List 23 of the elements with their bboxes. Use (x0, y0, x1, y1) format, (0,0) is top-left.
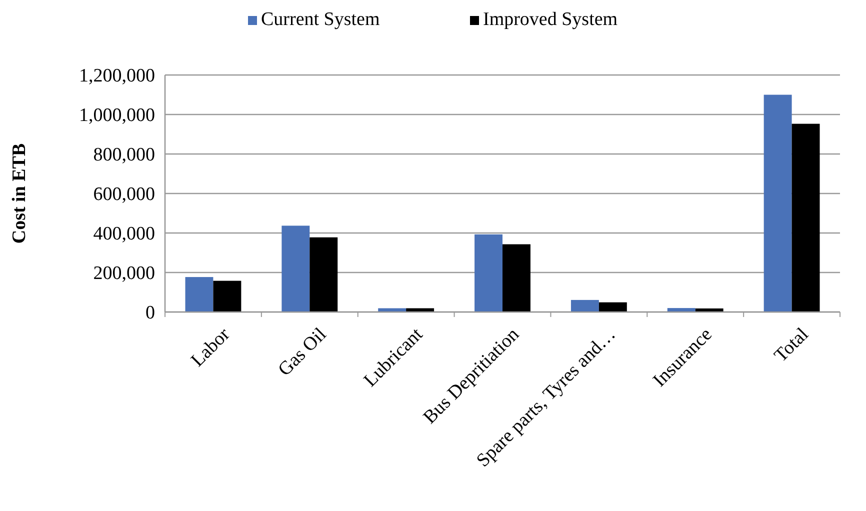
y-tick-label: 1,200,000 (79, 66, 155, 87)
y-tick-label: 1,000,000 (79, 105, 155, 126)
bar (378, 308, 406, 312)
y-axis-title: Cost in ETB (9, 143, 30, 244)
y-tick-label: 400,000 (93, 224, 155, 245)
legend-label: Improved System (483, 9, 618, 30)
y-tick-label: 200,000 (93, 263, 155, 284)
bar (792, 124, 820, 312)
x-tick-label: Gas Oil (274, 324, 331, 380)
y-tick-label: 0 (146, 302, 155, 324)
bar (406, 308, 434, 312)
bar (502, 244, 530, 312)
y-tick-label: 600,000 (93, 184, 155, 206)
bar (310, 237, 338, 312)
bar (185, 277, 214, 312)
bar (598, 302, 627, 312)
bar (570, 300, 599, 312)
bar (213, 280, 242, 312)
y-tick-label: 800,000 (93, 144, 155, 166)
bar (474, 234, 502, 312)
bar (282, 226, 310, 312)
legend-label: Current System (261, 9, 380, 30)
bar (764, 94, 792, 312)
